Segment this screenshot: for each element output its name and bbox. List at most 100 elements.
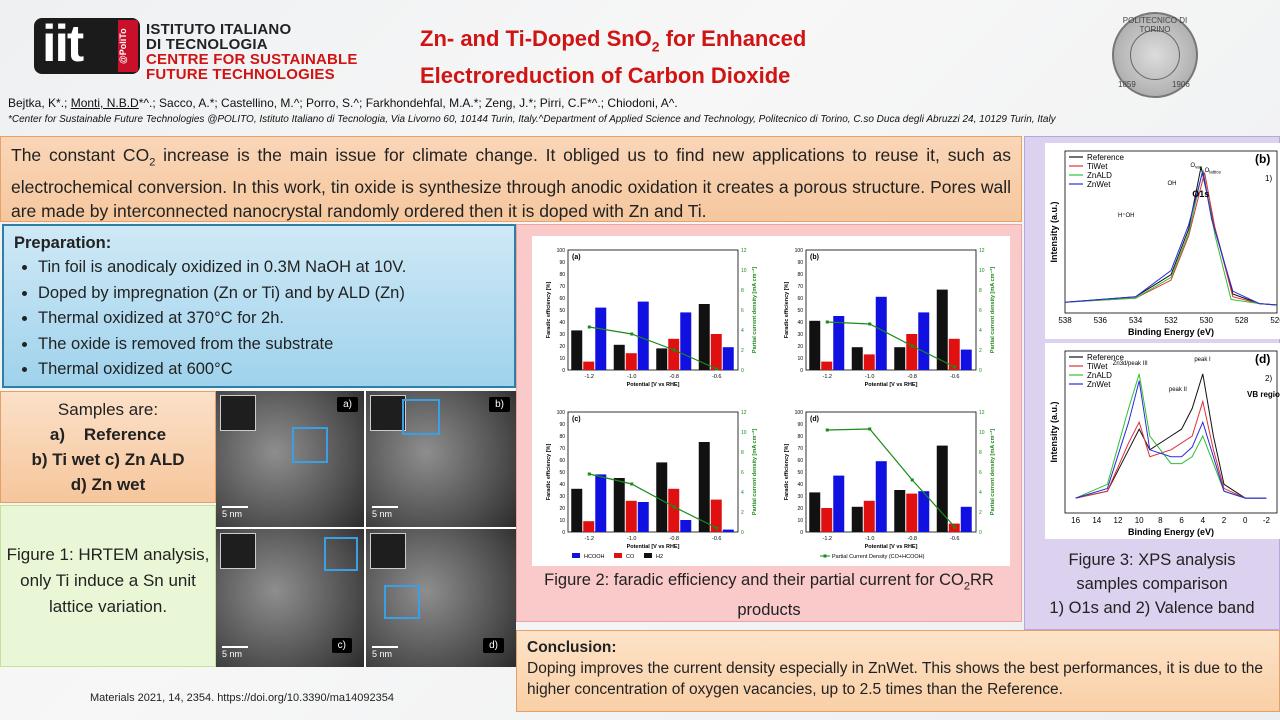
bar-co — [583, 521, 595, 532]
y-tick-label: 0 — [800, 368, 803, 374]
sample-a: a) Reference — [49, 425, 167, 444]
partial-current-point — [825, 320, 829, 324]
partial-current-line — [589, 326, 717, 370]
legend-label: ZnALD — [1087, 171, 1112, 180]
x-axis-label: Potential [V vs RHE] — [627, 382, 680, 388]
xps-charts: 538 536 534 532 530 528 526 Binding Energy (eV)… — [1045, 143, 1280, 539]
hrtem-figure: a) 5 nm b) 5 nm c) 5 nm d) 5 nm — [216, 391, 516, 667]
bar-hcooh — [680, 520, 692, 532]
partial-current-point — [910, 478, 914, 482]
figure-2-plot-area: 0 10 20 30 40 50 60 70 80 90 100 0 2 4 6 8 10 12 (a) Faradi… — [532, 236, 1010, 566]
samples-panel: Samples are: a) Reference b) Ti wet c) Z… — [0, 391, 216, 503]
fft-inset — [370, 395, 406, 431]
bar-hcooh — [960, 349, 972, 370]
bar-h2 — [613, 478, 625, 532]
y2-tick-label: 8 — [741, 288, 744, 294]
y-tick-label: 0 — [562, 530, 565, 536]
bar-h2 — [571, 488, 583, 532]
partial-current-point — [630, 332, 634, 336]
bar-hcooh — [875, 461, 887, 532]
x-tick-label: -0.8 — [908, 536, 917, 542]
figure-3-caption-line-2: samples comparison — [1076, 575, 1228, 593]
x-tick-label: 530 — [1200, 316, 1214, 325]
bar-co — [906, 334, 918, 370]
bar-hcooh — [833, 475, 845, 532]
x-axis-label: Potential [V vs RHE] — [627, 544, 680, 550]
y-axis-label: Faradic efficiency [%] — [546, 444, 552, 501]
xps-line-tiwet — [1064, 172, 1278, 306]
y-axis-label: Faradic efficiency [%] — [784, 444, 790, 501]
plot-frame — [567, 249, 739, 371]
y-tick-label: 50 — [559, 308, 565, 314]
y-axis-label: Faradic efficiency [%] — [546, 282, 552, 339]
peak-label-olattice-sub: lattice — [1209, 170, 1221, 175]
bar-hcooh — [875, 296, 887, 370]
figure-2-caption-sub: 2 — [963, 580, 970, 593]
preparation-item: Tin foil is anodicaly oxidized in 0.3M N… — [38, 255, 504, 281]
y2-tick-label: 6 — [979, 470, 982, 476]
x-tick-label: 8 — [1158, 516, 1163, 525]
title-part-2: for Enhanced — [659, 26, 807, 51]
plot-frame — [1064, 350, 1278, 514]
legend-label: H2 — [656, 554, 663, 560]
partial-current-line — [827, 428, 956, 528]
peak-label-ovac-sub: vac — [1195, 165, 1203, 170]
bar-co — [625, 353, 637, 370]
y-tick-label: 70 — [797, 446, 803, 452]
sample-b-c: b) Ti wet c) Zn ALD — [31, 450, 185, 469]
zoom-box — [292, 427, 328, 463]
y-tick-label: 40 — [797, 482, 803, 488]
bar-chart-3: 0 10 20 30 40 50 60 70 80 90 100 0 2 4 6 8 10 12 (d) Faradi… — [784, 410, 996, 560]
institute-line-2: DI TECNOLOGIA — [146, 36, 268, 53]
plot-frame — [567, 411, 739, 533]
bar-h2 — [809, 492, 821, 532]
y2-tick-label: 6 — [741, 308, 744, 314]
x-tick-label: -0.8 — [908, 374, 917, 380]
x-axis-label: Binding Energy (eV) — [1128, 527, 1214, 537]
x-tick-label: 12 — [1114, 516, 1123, 525]
bar-h2 — [613, 344, 625, 370]
institute-name: ISTITUTO ITALIANO DI TECNOLOGIA CENTRE F… — [146, 22, 358, 82]
legend-marker — [823, 554, 827, 558]
partial-current-point — [910, 344, 914, 348]
figure-3-caption-line-1: Figure 3: XPS analysis — [1068, 551, 1236, 569]
tem-image-c: c) 5 nm — [216, 529, 364, 667]
centre-line-1: CENTRE FOR SUSTAINABLE — [146, 51, 358, 68]
intro-text-pre: The constant CO — [11, 145, 150, 165]
region-label: VB region — [1247, 390, 1280, 399]
seal-year-left: 1859 — [1118, 80, 1136, 89]
preparation-item: The oxide is removed from the substrate — [38, 332, 504, 358]
y2-tick-label: 0 — [741, 530, 744, 536]
peak-label-zn3d: Zn3d/peak III — [1113, 361, 1148, 367]
bar-h2 — [656, 348, 668, 370]
y2-tick-label: 12 — [979, 248, 985, 254]
panel-label: c) — [331, 638, 352, 653]
reference-citation: Materials 2021, 14, 2354. https://doi.or… — [90, 692, 394, 704]
preparation-item: Thermal oxidized at 600°C — [38, 357, 504, 383]
x-tick-label: -0.6 — [712, 536, 721, 542]
legend-label: CO — [626, 554, 635, 560]
y-tick-label: 100 — [557, 248, 566, 254]
y2-axis-label: Partial current density [mA cm⁻²] — [989, 267, 996, 353]
bar-hcooh — [595, 474, 607, 532]
x-axis-label: Potential [V vs RHE] — [865, 382, 918, 388]
bar-co — [821, 508, 833, 532]
panel-label: (b) — [1255, 152, 1270, 166]
bar-h2 — [936, 445, 948, 532]
bar-hcooh — [637, 301, 649, 370]
xps-line-znwet — [1075, 380, 1267, 499]
y-tick-label: 0 — [800, 530, 803, 536]
y-tick-label: 90 — [559, 260, 565, 266]
bar-co — [906, 493, 918, 532]
y-tick-label: 90 — [797, 260, 803, 266]
y-tick-label: 70 — [559, 284, 565, 290]
y-tick-label: 20 — [559, 506, 565, 512]
x-tick-label: -1.0 — [627, 536, 636, 542]
y2-tick-label: 4 — [741, 328, 744, 334]
y-tick-label: 20 — [797, 344, 803, 350]
fft-inset — [220, 533, 256, 569]
x-tick-label: -1.0 — [627, 374, 636, 380]
y2-tick-label: 2 — [979, 510, 982, 516]
y2-tick-label: 2 — [741, 348, 744, 354]
zoom-box — [402, 399, 440, 435]
